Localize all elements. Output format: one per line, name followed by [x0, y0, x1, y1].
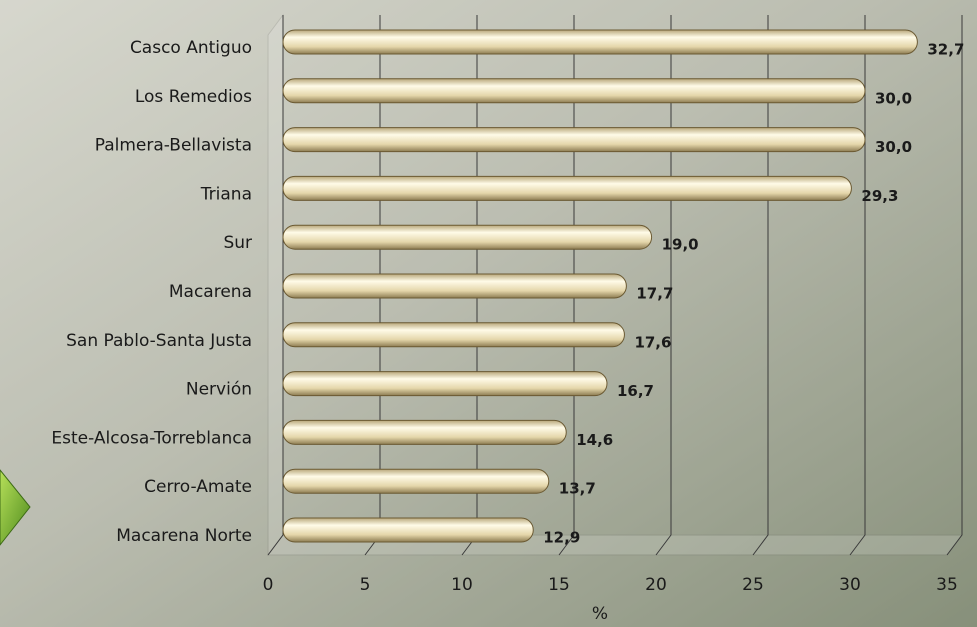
grid-line [849, 15, 866, 556]
y-tick-label: Este-Alcosa-Torreblanca [51, 428, 252, 448]
y-tick-label: Triana [200, 184, 252, 204]
bar [282, 419, 567, 445]
bar [282, 273, 627, 299]
value-label: 30,0 [875, 138, 912, 156]
bar [282, 517, 534, 543]
value-label: 13,7 [559, 480, 596, 498]
x-tick-label: 15 [548, 575, 570, 595]
y-tick-label: Sur [223, 233, 252, 253]
bar [282, 224, 653, 250]
value-label: 32,7 [927, 41, 964, 59]
x-axis-label: % [592, 604, 608, 624]
value-label: 19,0 [662, 236, 699, 254]
back-wall [267, 13, 284, 557]
bar [282, 78, 866, 104]
y-tick-label: Macarena Norte [116, 526, 252, 546]
value-label: 14,6 [576, 431, 613, 449]
decor-arrow [0, 469, 31, 546]
x-tick-label: 5 [360, 575, 371, 595]
bar [282, 127, 866, 153]
y-tick-label: Cerro-Amate [144, 477, 252, 497]
bar [282, 175, 852, 201]
value-label: 12,9 [543, 529, 580, 547]
y-tick-label: Nervión [186, 380, 252, 400]
x-tick-label: 35 [936, 575, 958, 595]
value-label: 16,7 [617, 382, 654, 400]
bar [282, 29, 918, 55]
bar [282, 371, 608, 397]
bar [282, 468, 550, 494]
x-tick-label: 20 [645, 575, 667, 595]
y-tick-label: Macarena [169, 282, 252, 302]
bar [282, 322, 625, 348]
x-tick-label: 10 [451, 575, 473, 595]
x-tick-label: 25 [742, 575, 764, 595]
value-label: 30,0 [875, 89, 912, 107]
y-tick-label: Los Remedios [135, 87, 252, 107]
y-tick-label: San Pablo-Santa Justa [66, 331, 252, 351]
y-tick-label: Casco Antiguo [130, 38, 252, 58]
x-tick-label: 30 [839, 575, 861, 595]
value-label: 29,3 [861, 187, 898, 205]
x-tick-label: 0 [263, 575, 274, 595]
value-label: 17,7 [636, 285, 673, 303]
y-tick-label: Palmera-Bellavista [95, 136, 252, 156]
grid-line [946, 15, 963, 556]
value-label: 17,6 [634, 333, 671, 351]
